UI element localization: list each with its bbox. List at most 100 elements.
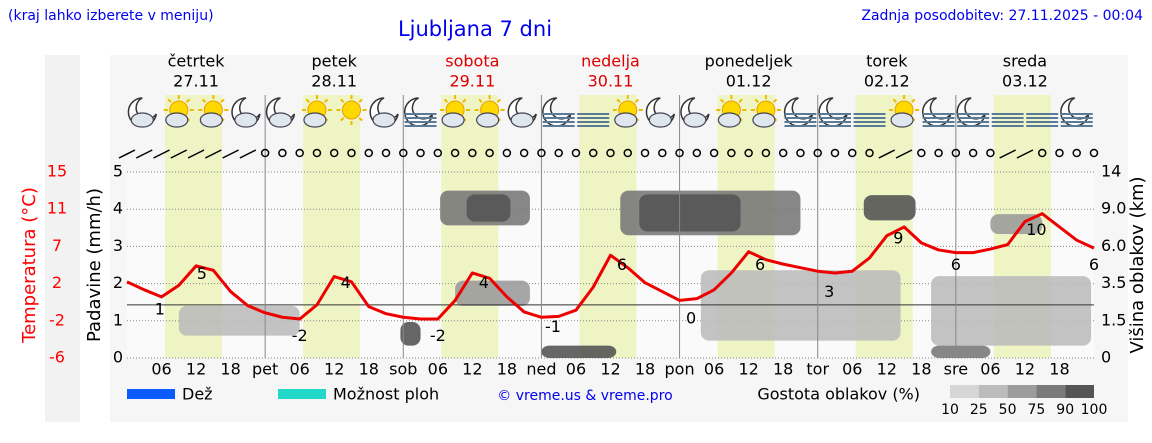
wind-calm bbox=[986, 148, 995, 158]
wind-calm bbox=[554, 148, 563, 158]
weather-icon bbox=[301, 95, 332, 128]
day-date: 27.11 bbox=[173, 72, 219, 91]
sun-ray bbox=[220, 98, 225, 103]
daylight-band bbox=[303, 95, 361, 358]
cloud-icon bbox=[648, 112, 672, 128]
y-tick-label: 5 bbox=[113, 162, 123, 181]
wind-calm bbox=[796, 148, 805, 158]
temp-tick-label: -6 bbox=[49, 348, 65, 367]
wind-calm bbox=[675, 148, 684, 158]
wind-calm bbox=[917, 148, 926, 158]
sun-ray bbox=[496, 98, 501, 103]
cloud-icon bbox=[130, 112, 154, 128]
y2-axis-label: Višina oblakov (km) bbox=[1127, 176, 1148, 353]
day-name: sreda bbox=[1003, 52, 1047, 71]
y-tick-label: 1 bbox=[113, 310, 123, 329]
weather-icon bbox=[440, 95, 471, 128]
wind-barb bbox=[205, 149, 222, 159]
weather-icon bbox=[403, 97, 437, 127]
temp-label: 4 bbox=[341, 273, 351, 292]
wind-calm bbox=[727, 148, 736, 158]
wind-calm bbox=[761, 148, 771, 158]
sun-ray bbox=[340, 117, 345, 122]
temp-label: 1 bbox=[155, 300, 165, 319]
weather-icon bbox=[818, 97, 851, 127]
wind-calm bbox=[1037, 148, 1047, 158]
weather-icon bbox=[507, 97, 537, 128]
wind-calm bbox=[364, 148, 373, 158]
cloud-icon bbox=[372, 112, 396, 128]
day-date: 01.12 bbox=[726, 72, 772, 91]
cloud bbox=[178, 305, 300, 336]
y2-tick-label: 6.0 bbox=[1101, 236, 1126, 255]
x-tick-label: 18 bbox=[911, 360, 931, 379]
sun-ray bbox=[340, 98, 345, 103]
x-tick-label: 12 bbox=[600, 360, 620, 379]
wind-calm bbox=[399, 148, 408, 158]
temp-label: 10 bbox=[1026, 220, 1046, 239]
x-tick-label: 06 bbox=[428, 360, 448, 379]
wind-calm bbox=[468, 148, 477, 158]
x-tick-label: 18 bbox=[1049, 360, 1069, 379]
x-tick-label: 06 bbox=[289, 360, 309, 379]
cloud-icon bbox=[683, 112, 707, 128]
sun-ray bbox=[305, 98, 310, 103]
wind-barb bbox=[222, 149, 239, 159]
wind-calm bbox=[1072, 148, 1081, 158]
density-tick-label: 10 bbox=[941, 402, 959, 418]
sun-ray bbox=[167, 98, 172, 103]
cloud-legend-title: Gostota oblakov (%) bbox=[757, 385, 920, 404]
credit: © vreme.us & vreme.pro bbox=[497, 388, 672, 404]
wind-calm bbox=[830, 148, 840, 158]
wind-calm bbox=[381, 148, 391, 158]
x-tick-label: 12 bbox=[462, 360, 482, 379]
temp-tick-label: 15 bbox=[47, 162, 67, 181]
wind-barb bbox=[170, 149, 188, 159]
y2-tick-label: 14 bbox=[1101, 162, 1121, 181]
weather-icon bbox=[1026, 113, 1059, 127]
day-name: četrtek bbox=[168, 52, 226, 71]
wind-barb bbox=[135, 149, 153, 159]
y2-tick-label: 0 bbox=[1101, 348, 1111, 367]
weather-icon bbox=[991, 113, 1024, 127]
wind-calm bbox=[658, 148, 667, 158]
sun-ray bbox=[358, 117, 363, 122]
weather-icon bbox=[783, 97, 817, 127]
sun-ray bbox=[634, 98, 640, 103]
day-name: petek bbox=[312, 52, 358, 71]
x-tick-label: 06 bbox=[566, 360, 586, 379]
wind-calm bbox=[606, 148, 615, 158]
weather-icon bbox=[198, 95, 229, 128]
sun bbox=[341, 100, 361, 120]
density-swatch bbox=[978, 385, 1008, 398]
sun-ray bbox=[738, 98, 743, 103]
wind-calm bbox=[1055, 148, 1064, 158]
weather-icon bbox=[542, 97, 575, 127]
wind-barb bbox=[118, 149, 136, 159]
legend-swatch bbox=[127, 389, 175, 399]
sun-ray bbox=[358, 98, 363, 103]
wind-calm bbox=[865, 148, 874, 158]
temp-label: 4 bbox=[479, 273, 489, 292]
weather-icon bbox=[716, 95, 747, 128]
y2-tick-label: 9.0 bbox=[1101, 199, 1126, 218]
update-time: Zadnja posodobitev: 27.11.2025 - 00:04 bbox=[861, 8, 1143, 24]
cloud-icon bbox=[752, 112, 776, 128]
temp-axis-label: Temperatura (°C) bbox=[19, 187, 40, 344]
temp-label: -2 bbox=[292, 326, 308, 345]
density-tick-label: 100 bbox=[1081, 402, 1108, 418]
wind-barb bbox=[153, 149, 170, 159]
weather-icon bbox=[369, 97, 399, 128]
weather-icon bbox=[336, 95, 367, 125]
temp-label: -1 bbox=[545, 317, 561, 336]
weather-icon bbox=[163, 95, 194, 128]
sun-ray bbox=[202, 98, 207, 103]
x-tick-label: ned bbox=[526, 360, 556, 379]
day-name: nedelja bbox=[581, 52, 640, 71]
sun-ray bbox=[185, 98, 191, 103]
cloud bbox=[639, 194, 741, 232]
wind-calm bbox=[329, 148, 339, 158]
day-date: 29.11 bbox=[449, 72, 495, 91]
temp-tick-label: -2 bbox=[49, 310, 65, 329]
